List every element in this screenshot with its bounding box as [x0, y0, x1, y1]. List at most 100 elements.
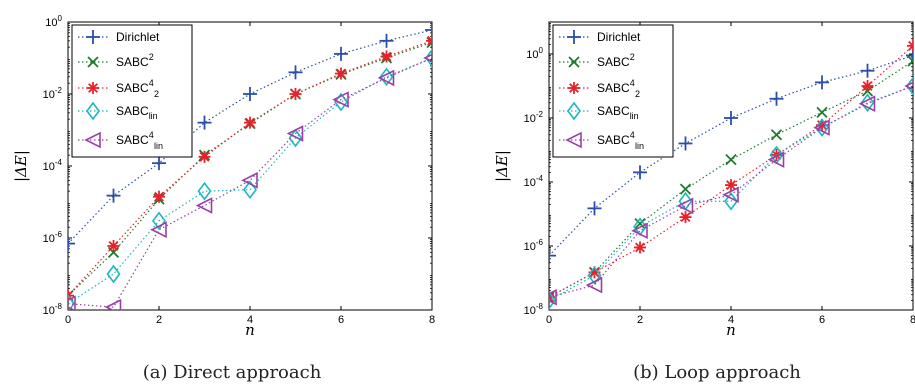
- data-point-asterisk-d: [427, 39, 432, 46]
- legend-marker-triangle-left: [565, 131, 582, 149]
- series-group: [68, 22, 432, 310]
- data-point-triangle-left: [585, 276, 603, 294]
- chart-panel-direct: 0 2 4 6 810-810-610-410-2100n|ΔE|DirichletSA…: [12, 14, 435, 339]
- data-point-diamond: [106, 264, 121, 284]
- y-tick-label: 10-2: [524, 110, 544, 125]
- legend-label-sub: 2: [635, 89, 640, 99]
- y-tick-label: 10-8: [43, 302, 63, 317]
- legend-box: [71, 24, 193, 158]
- legend-label: SABClin: [116, 104, 158, 121]
- legend-box: [552, 24, 674, 158]
- data-point-triangle-left: [286, 125, 304, 142]
- data-point-diamond: [152, 211, 166, 231]
- legend-marker-asterisk-d: [569, 83, 579, 93]
- y-tick-label-exp: -4: [536, 174, 544, 183]
- legend-label: SABC2: [597, 52, 635, 69]
- data-point-x-b: [679, 183, 692, 195]
- data-point-asterisk-c: [427, 35, 432, 43]
- legend-label-sup: 4: [149, 78, 154, 88]
- x-tick-label: 0: [546, 314, 552, 326]
- legend-marker-diamond: [567, 101, 581, 121]
- x-tick-label: 2: [156, 314, 162, 326]
- data-point-triangle-left: [549, 288, 557, 306]
- y-tick-label: 10-4: [524, 174, 544, 189]
- data-point-diamond: [243, 180, 257, 200]
- legend-label-sub: lin: [154, 141, 163, 151]
- legend-marker-diamond: [86, 101, 100, 121]
- legend-label-base: SABC: [597, 133, 630, 147]
- y-tick-label-exp: -8: [55, 302, 63, 311]
- data-point-diamond: [334, 92, 348, 112]
- data-point-asterisk-d: [245, 117, 255, 128]
- data-point-diamond: [860, 93, 875, 113]
- y-tick-label-base: 10: [524, 305, 536, 317]
- data-point-diamond: [906, 76, 913, 96]
- data-point-asterisk-d: [381, 51, 392, 62]
- y-tick-label-exp: -8: [536, 302, 544, 311]
- data-point-x-b: [725, 153, 737, 166]
- legend-label: Dirichlet: [597, 30, 641, 44]
- legend-marker-triangle-left: [84, 131, 101, 149]
- data-point-diamond: [425, 48, 432, 68]
- y-tick-label-exp: -4: [55, 158, 63, 167]
- data-point-triangle-left: [767, 151, 785, 168]
- data-point-diamond: [197, 181, 212, 201]
- y-tick-label-base: 10: [524, 177, 536, 189]
- series-line-diamond: [68, 57, 432, 305]
- data-point-triangle-left: [377, 69, 395, 87]
- legend-label: SABC4lin: [116, 130, 163, 151]
- series-line-plus: [549, 54, 913, 257]
- y-tick-label-exp: -2: [536, 110, 544, 119]
- data-point-triangle-left: [332, 91, 349, 108]
- legend-label-base: SABC: [597, 104, 630, 118]
- x-tick-label: 2: [637, 314, 643, 326]
- x-axis-label: n: [245, 321, 255, 339]
- data-point-x-a: [907, 55, 913, 63]
- y-tick-label: 100: [526, 46, 543, 61]
- data-point-x-b: [426, 41, 432, 49]
- y-tick-label: 10-6: [524, 238, 544, 253]
- data-point-triangle-left: [631, 222, 648, 240]
- legend-marker-asterisk-d: [88, 83, 98, 93]
- legend-label-base: SABC: [597, 81, 630, 95]
- x-axis-label: n: [726, 321, 736, 339]
- y-tick-label-base: 10: [524, 113, 536, 125]
- y-tick-label-exp: -2: [55, 86, 63, 95]
- y-tick-label-exp: 0: [539, 46, 544, 55]
- data-point-asterisk-d: [154, 191, 164, 202]
- legend-label-sup: 4: [149, 130, 154, 140]
- data-point-triangle-left: [241, 172, 258, 189]
- data-point-diamond: [549, 291, 556, 310]
- y-tick-label-exp: -6: [536, 238, 544, 247]
- legend-label: SABClin: [597, 104, 639, 121]
- chart-panel-loop: 0 2 4 6 810-810-610-410-2100n|ΔE|DirichletSA…: [493, 21, 915, 339]
- data-point-asterisk-d: [726, 180, 736, 191]
- data-point-asterisk-d: [680, 212, 691, 223]
- y-tick-label-base: 10: [45, 17, 57, 29]
- data-point-diamond: [724, 191, 738, 211]
- y-tick-label-exp: -6: [55, 230, 63, 239]
- legend-label-base: SABC: [116, 133, 149, 147]
- legend-label-base: Dirichlet: [116, 30, 160, 44]
- data-point-triangle-left: [68, 295, 76, 310]
- x-tick-label: 4: [247, 314, 253, 326]
- data-point-asterisk-d: [549, 292, 554, 299]
- series-line-asterisk: [549, 45, 913, 298]
- x-tick-label: 6: [338, 314, 344, 326]
- legend-label: Dirichlet: [116, 30, 160, 44]
- data-point-triangle-left: [676, 197, 694, 215]
- y-tick-label: 10-4: [43, 158, 63, 173]
- y-axis-label: |ΔE|: [12, 150, 30, 182]
- data-point-diamond: [815, 118, 829, 137]
- data-point-triangle-left: [150, 221, 167, 238]
- y-tick-label-base: 10: [43, 233, 55, 245]
- data-point-x-b: [770, 129, 783, 141]
- data-point-triangle-left: [195, 197, 213, 214]
- legend-label: SABC42: [597, 78, 640, 99]
- x-tick-label: 6: [819, 314, 825, 326]
- legend-label-base: SABC: [116, 104, 149, 118]
- legend-label: SABC4lin: [597, 130, 644, 151]
- y-tick-label-exp: 0: [58, 14, 63, 23]
